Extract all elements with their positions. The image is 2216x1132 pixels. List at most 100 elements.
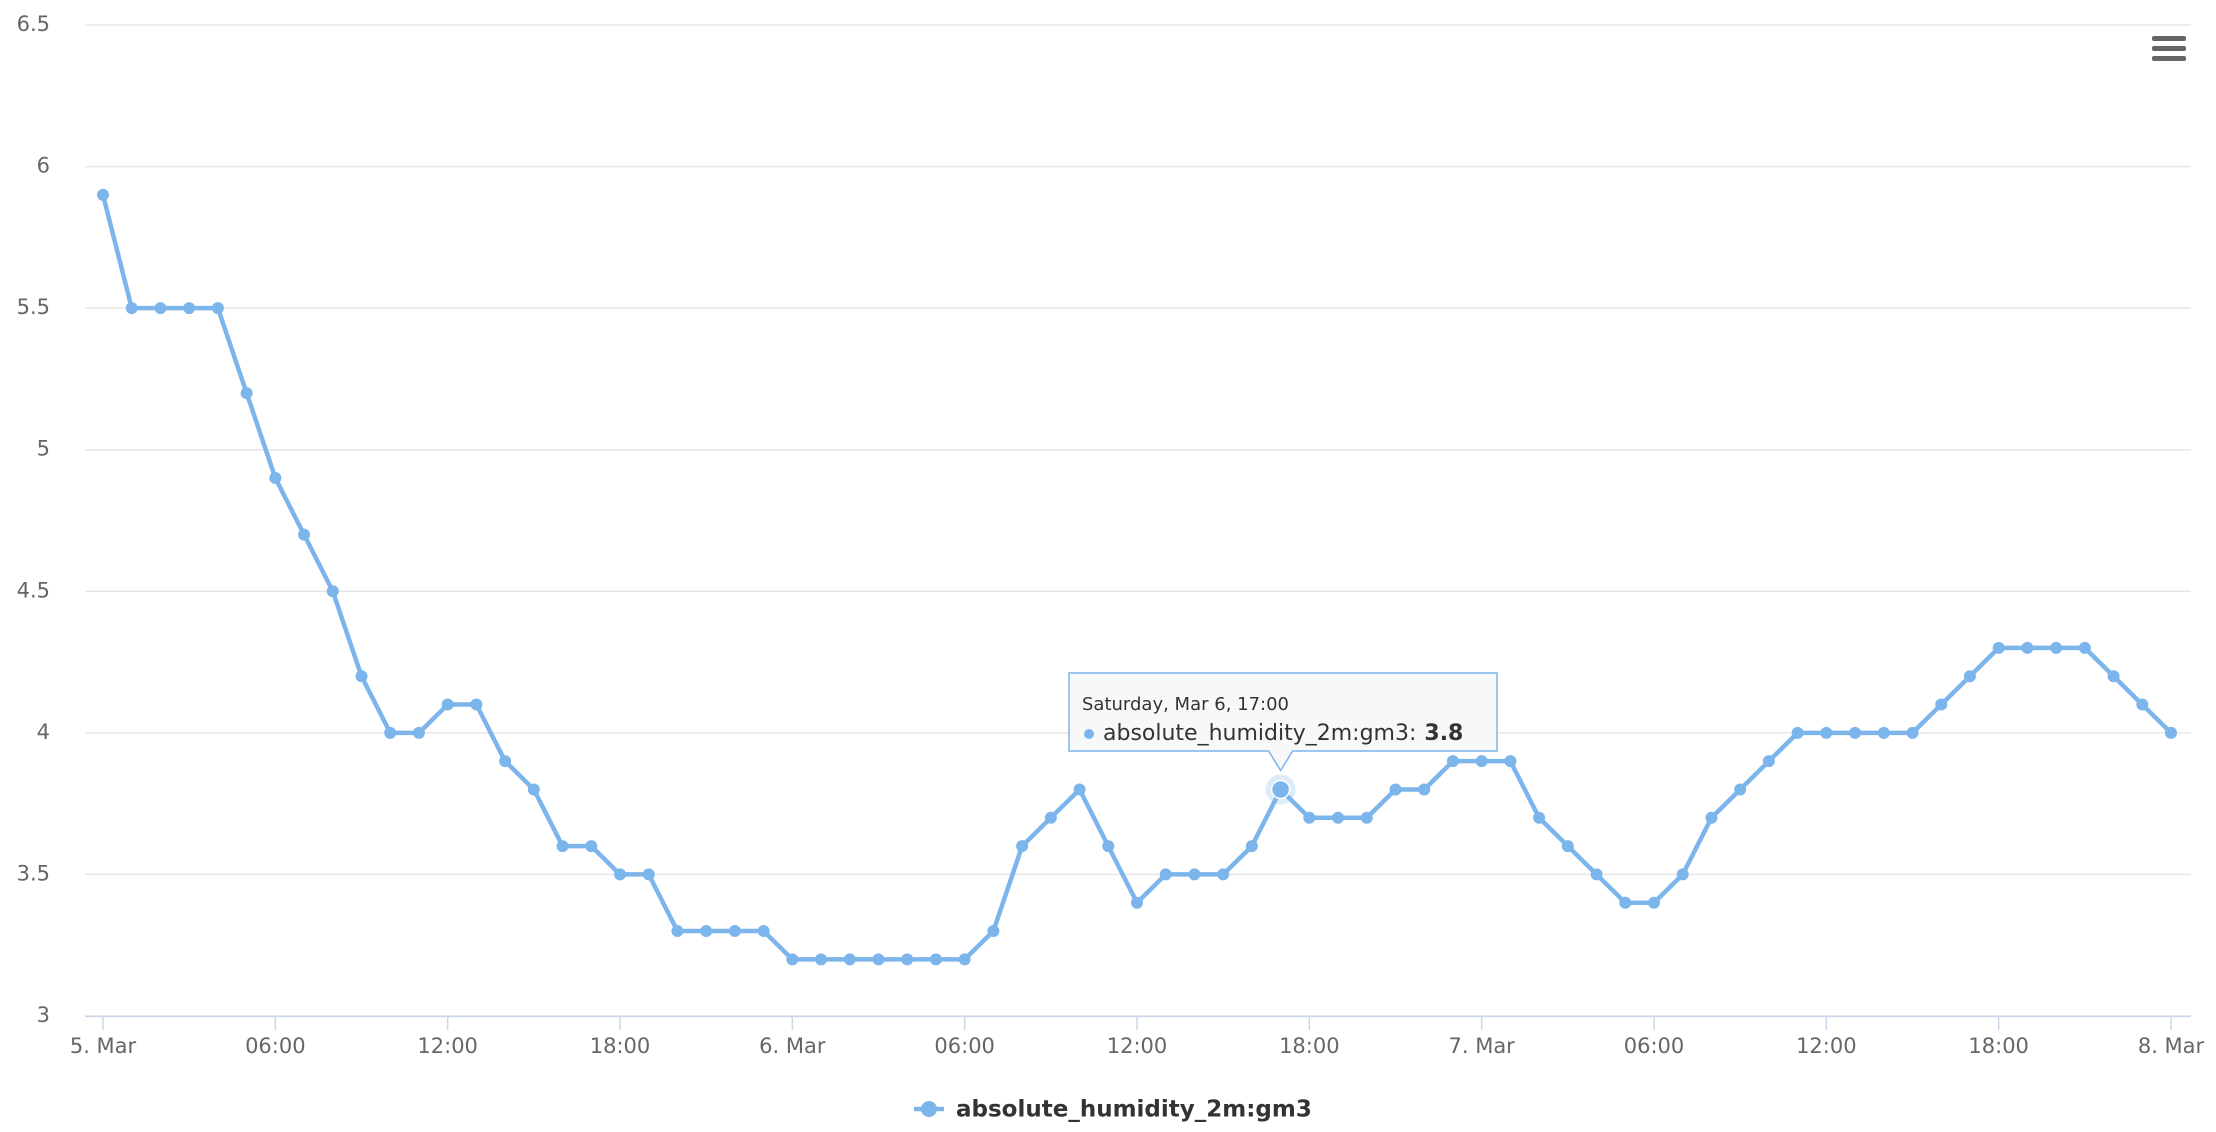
point[interactable] bbox=[1762, 755, 1775, 768]
point[interactable] bbox=[1073, 783, 1086, 796]
x-tick-label: 7. Mar bbox=[1448, 1034, 1515, 1058]
point[interactable] bbox=[642, 868, 655, 881]
point[interactable] bbox=[815, 953, 828, 966]
point[interactable] bbox=[240, 387, 253, 400]
x-tick-label: 12:00 bbox=[1107, 1034, 1168, 1058]
point[interactable] bbox=[786, 953, 799, 966]
point[interactable] bbox=[1303, 811, 1316, 824]
point[interactable] bbox=[269, 472, 282, 485]
point[interactable] bbox=[958, 953, 971, 966]
point[interactable] bbox=[527, 783, 540, 796]
point[interactable] bbox=[1217, 868, 1230, 881]
point[interactable] bbox=[1188, 868, 1201, 881]
point[interactable] bbox=[384, 726, 397, 739]
point[interactable] bbox=[1044, 811, 1057, 824]
point[interactable] bbox=[1561, 840, 1574, 853]
point[interactable] bbox=[1418, 783, 1431, 796]
point[interactable] bbox=[757, 925, 770, 938]
point[interactable] bbox=[2078, 641, 2091, 654]
point[interactable] bbox=[1963, 670, 1976, 683]
point[interactable] bbox=[1245, 840, 1258, 853]
legend[interactable]: absolute_humidity_2m:gm3 bbox=[914, 1097, 1312, 1123]
point[interactable] bbox=[1389, 783, 1402, 796]
point[interactable] bbox=[1992, 641, 2005, 654]
point[interactable] bbox=[614, 868, 626, 881]
y-tick-label: 6 bbox=[37, 154, 50, 178]
point[interactable] bbox=[1906, 726, 1919, 739]
point[interactable] bbox=[355, 670, 368, 683]
point[interactable] bbox=[987, 925, 1000, 938]
point[interactable] bbox=[2050, 641, 2063, 654]
y-tick-label: 6.5 bbox=[17, 12, 50, 36]
point[interactable] bbox=[1102, 840, 1115, 853]
y-tick-label: 3 bbox=[37, 1003, 50, 1027]
x-tick-label: 5. Mar bbox=[70, 1034, 137, 1058]
point[interactable] bbox=[2165, 726, 2177, 739]
point[interactable] bbox=[2021, 641, 2034, 654]
point[interactable] bbox=[499, 755, 512, 768]
point[interactable] bbox=[901, 953, 914, 966]
point[interactable] bbox=[211, 302, 224, 315]
point[interactable] bbox=[1619, 896, 1632, 909]
x-tick-label: 06:00 bbox=[245, 1034, 306, 1058]
point[interactable] bbox=[585, 840, 598, 853]
tooltip: Saturday, Mar 6, 17:00 absolute_humidity_… bbox=[1068, 672, 1498, 772]
point[interactable] bbox=[1935, 698, 1948, 711]
point[interactable] bbox=[1648, 896, 1660, 909]
point[interactable] bbox=[470, 698, 483, 711]
point[interactable] bbox=[1504, 755, 1517, 768]
point[interactable] bbox=[1877, 726, 1890, 739]
tooltip-label: absolute_humidity_2m:gm3: bbox=[1103, 721, 1416, 746]
tooltip-text: absolute_humidity_2m:gm3: 3.8 bbox=[1103, 721, 1463, 746]
point[interactable] bbox=[154, 302, 167, 315]
point[interactable] bbox=[700, 925, 713, 938]
y-tick-label: 5 bbox=[37, 437, 50, 461]
point[interactable] bbox=[1705, 811, 1718, 824]
point[interactable] bbox=[1849, 726, 1862, 739]
point[interactable] bbox=[1360, 811, 1373, 824]
point[interactable] bbox=[1332, 811, 1345, 824]
point[interactable] bbox=[97, 188, 109, 201]
y-tick-label: 3.5 bbox=[17, 861, 50, 885]
point[interactable] bbox=[412, 726, 425, 739]
tooltip-box bbox=[1068, 672, 1498, 772]
point[interactable] bbox=[1016, 840, 1029, 853]
point[interactable] bbox=[1734, 783, 1747, 796]
hover-point bbox=[1270, 779, 1291, 800]
x-tick-label: 8. Mar bbox=[2138, 1034, 2205, 1058]
point[interactable] bbox=[183, 302, 196, 315]
point[interactable] bbox=[843, 953, 856, 966]
point[interactable] bbox=[2136, 698, 2149, 711]
point[interactable] bbox=[556, 840, 569, 853]
point[interactable] bbox=[1446, 755, 1459, 768]
point[interactable] bbox=[2107, 670, 2120, 683]
x-tick-label: 06:00 bbox=[1624, 1034, 1685, 1058]
point[interactable] bbox=[671, 925, 684, 938]
point[interactable] bbox=[326, 585, 339, 598]
point[interactable] bbox=[298, 528, 311, 541]
y-tick-label: 4 bbox=[37, 720, 50, 744]
menu-icon[interactable] bbox=[2152, 36, 2186, 61]
tooltip-header: Saturday, Mar 6, 17:00 bbox=[1082, 694, 1289, 715]
point[interactable] bbox=[1533, 811, 1546, 824]
point[interactable] bbox=[1820, 726, 1833, 739]
point[interactable] bbox=[929, 953, 942, 966]
y-tick-label: 4.5 bbox=[17, 578, 50, 602]
point[interactable] bbox=[872, 953, 885, 966]
point[interactable] bbox=[728, 925, 741, 938]
tooltip-value: 3.8 bbox=[1424, 721, 1463, 746]
y-tick-label: 5.5 bbox=[17, 295, 50, 319]
point[interactable] bbox=[441, 698, 454, 711]
point[interactable] bbox=[125, 302, 138, 315]
x-tick-label: 18:00 bbox=[1968, 1034, 2029, 1058]
line bbox=[100, 194, 2173, 962]
point[interactable] bbox=[1791, 726, 1804, 739]
point[interactable] bbox=[1159, 868, 1172, 881]
point[interactable] bbox=[1676, 868, 1689, 881]
point[interactable] bbox=[1590, 868, 1603, 881]
point[interactable] bbox=[1475, 755, 1488, 768]
legend-marker bbox=[921, 1101, 937, 1117]
point[interactable] bbox=[1131, 896, 1143, 909]
